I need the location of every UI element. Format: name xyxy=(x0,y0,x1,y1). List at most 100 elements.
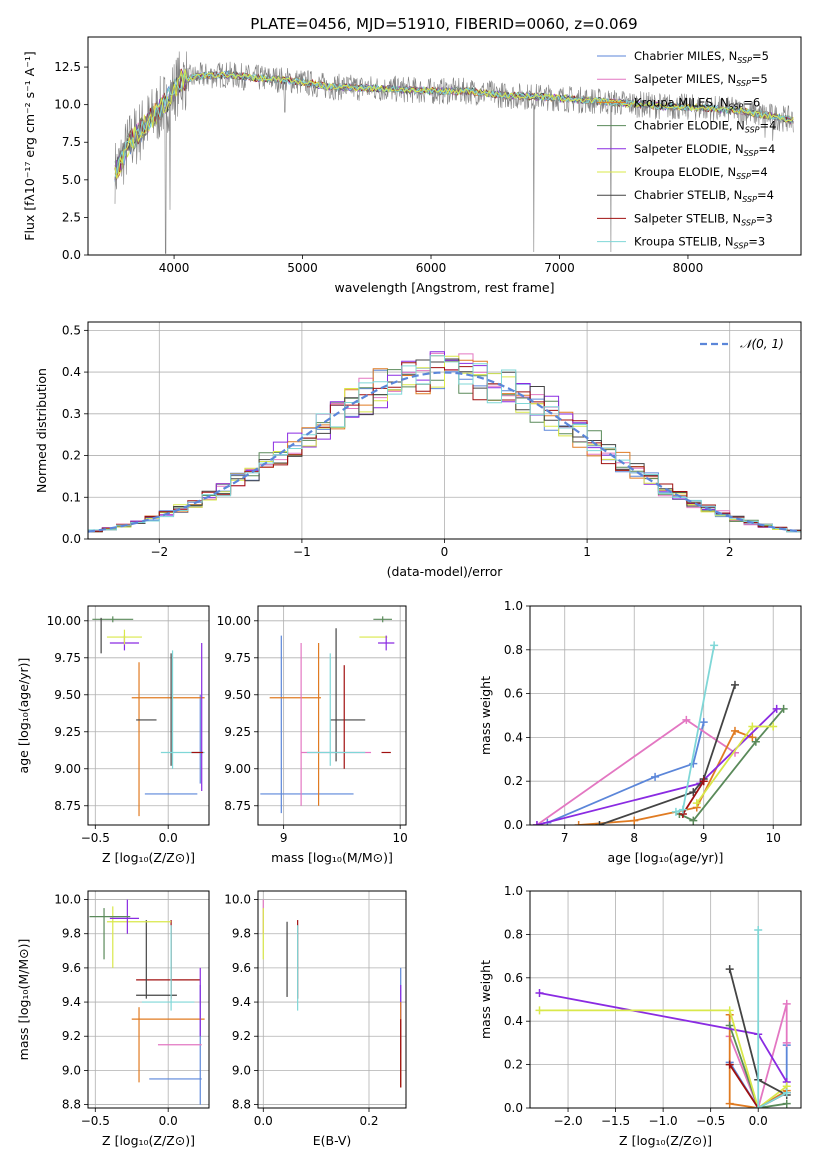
weight-point xyxy=(595,821,604,825)
legend-entry-main: Kroupa STELIB, N xyxy=(634,235,734,249)
x-tick-label: −0.5 xyxy=(696,1114,725,1128)
axes-frame xyxy=(87,890,210,1109)
x-tick-label: 9 xyxy=(700,831,708,845)
errorbar-point xyxy=(106,629,142,645)
weight-point xyxy=(748,722,757,731)
weight-point xyxy=(730,726,739,735)
x-tick-label: −1.5 xyxy=(601,1114,630,1128)
weight-point xyxy=(671,807,680,816)
y-tick-label: 0.6 xyxy=(504,687,523,701)
weight-point xyxy=(782,1038,791,1047)
x-tick-label: 7 xyxy=(561,831,569,845)
y-tick-label: 10.0 xyxy=(54,893,81,907)
x-axis-label: Z [log₁₀(Z/Z⊙)] xyxy=(102,1133,195,1148)
normal-curve xyxy=(88,371,801,533)
legend-entry: Salpeter STELIB, NSSP=3 xyxy=(634,211,773,227)
x-tick-label: 0.0 xyxy=(159,831,178,845)
y-tick-label: 9.4 xyxy=(232,995,251,1009)
y-tick-label: 0.2 xyxy=(504,1058,523,1072)
axes-frame xyxy=(529,605,802,826)
x-tick-label: 7000 xyxy=(544,261,575,275)
y-tick-label: 0.8 xyxy=(504,927,523,941)
x-tick-label: −2.0 xyxy=(553,1114,582,1128)
legend-entry-tail: =4 xyxy=(751,165,768,179)
y-tick-label: 9.00 xyxy=(224,762,251,776)
y-tick-label: 1.0 xyxy=(504,884,523,898)
legend-entry-sub: SSP xyxy=(745,126,760,135)
legend-entry-tail: =3 xyxy=(756,211,773,225)
y-axis-label: Flux [fλ10⁻¹⁷ erg cm⁻² s⁻¹ A⁻¹] xyxy=(22,51,37,240)
y-tick-label: 0.8 xyxy=(504,643,523,657)
y-tick-label: 9.8 xyxy=(232,927,251,941)
axes-frame xyxy=(87,36,802,256)
legend-entry-main: Kroupa ELODIE, N xyxy=(634,165,736,179)
model-line-top xyxy=(114,68,794,179)
weight-point xyxy=(751,737,760,746)
legend-entry: Kroupa ELODIE, NSSP=4 xyxy=(634,165,768,181)
x-tick-label: 0.0 xyxy=(749,1114,768,1128)
y-tick-label: 12.5 xyxy=(54,60,81,74)
x-axis-label: Z [log₁₀(Z/Z⊙)] xyxy=(619,1133,712,1148)
weight-point xyxy=(682,715,691,724)
weight-series-kroupa-elodie xyxy=(692,722,778,808)
y-tick-label: 9.75 xyxy=(224,651,251,665)
errorbar-point xyxy=(92,616,134,623)
weight-point xyxy=(782,999,791,1008)
weight-line xyxy=(539,1009,788,1108)
weight-series-chabrier-miles xyxy=(543,718,708,825)
axes-residuals: −2 −1 0 1 2 0.0 0.1 0.2 0.3 0.4 0.5 (data-model)/er… xyxy=(34,321,802,579)
weight-point xyxy=(535,1006,544,1015)
weight-series-kroupa-elodie xyxy=(535,1006,791,1108)
x-tick-label: 0.2 xyxy=(359,1114,378,1128)
plot-area-spectrum xyxy=(114,51,794,254)
legend-entry-tail: =5 xyxy=(752,49,769,63)
weight-point xyxy=(692,799,701,808)
plot-area-weight_vs_Z xyxy=(535,926,791,1108)
weight-point xyxy=(730,680,739,689)
weight-point xyxy=(782,1099,791,1108)
weight-point xyxy=(710,641,719,650)
weight-point xyxy=(772,704,781,713)
weight-point xyxy=(689,759,698,768)
x-tick-label: 6000 xyxy=(416,261,447,275)
y-tick-label: 0.0 xyxy=(504,1101,523,1115)
x-axis-label: E(B-V) xyxy=(313,1133,352,1148)
weight-point xyxy=(678,805,687,814)
y-tick-label: 10.00 xyxy=(47,614,81,628)
legend-entry: Chabrier MILES, NSSP=5 xyxy=(634,49,769,65)
x-tick-label: 1 xyxy=(583,545,591,559)
weight-point xyxy=(769,722,778,731)
weight-point xyxy=(574,821,583,825)
y-tick-label: 0.2 xyxy=(62,449,81,463)
errorbar-point xyxy=(373,616,393,623)
axes-age_vs_Z: −0.5 0.0 8.75 9.00 9.25 9.50 9.75 10.00 Z [log₁₀… xyxy=(16,605,210,865)
x-tick-label: −0.5 xyxy=(81,1114,110,1128)
legend-entry-main: Kroupa MILES, N xyxy=(634,95,729,109)
x-tick-label: −1 xyxy=(293,545,311,559)
x-axis-label: wavelength [Angstrom, rest frame] xyxy=(334,280,554,295)
x-axis-label: Z [log₁₀(Z/Z⊙)] xyxy=(102,850,195,865)
weight-line xyxy=(728,1025,787,1108)
y-axis-label: mass weight xyxy=(478,960,493,1039)
x-tick-label: 0.0 xyxy=(159,1114,178,1128)
weight-point xyxy=(748,733,757,742)
weight-point xyxy=(725,1099,734,1108)
x-tick-label: −2 xyxy=(150,545,168,559)
weight-line xyxy=(679,708,785,822)
y-tick-label: 9.6 xyxy=(232,961,251,975)
legend-entry-sub: SSP xyxy=(736,79,751,88)
legend-entry-main: Salpeter ELODIE, N xyxy=(634,142,744,156)
axes-age_vs_mass: 9 10 8.75 9.00 9.25 9.50 9.75 10.00 mass [log₁₀(… xyxy=(217,605,408,865)
y-tick-label: 8.75 xyxy=(224,799,251,813)
legend-entry-sub: SSP xyxy=(734,242,749,251)
legend-entry-sub: SSP xyxy=(741,218,756,227)
x-tick-label: −0.5 xyxy=(81,831,110,845)
x-tick-label: 4000 xyxy=(159,261,190,275)
axes-frame xyxy=(529,890,802,1109)
y-tick-label: 9.8 xyxy=(62,927,81,941)
weight-point xyxy=(699,718,708,727)
legend-entry-sub: SSP xyxy=(729,102,744,111)
weight-line xyxy=(728,1014,788,1108)
